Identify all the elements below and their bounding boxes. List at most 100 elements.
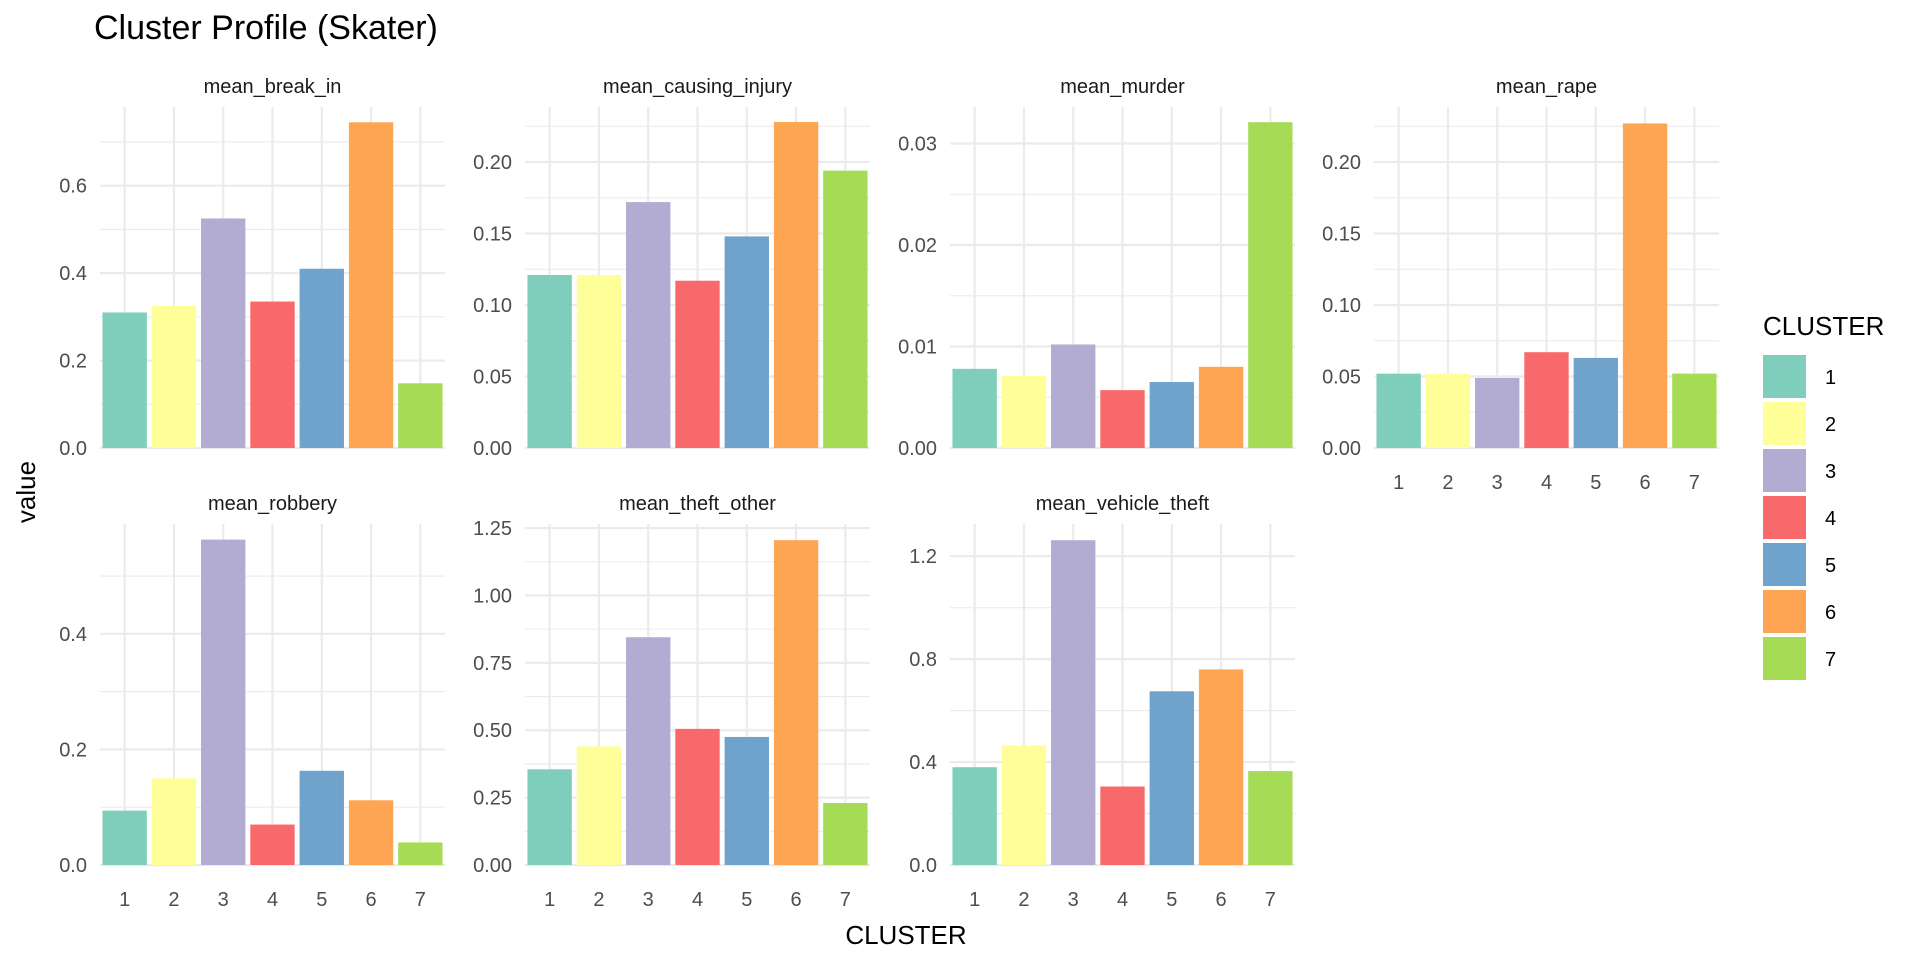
x-tick-label: 7 [1265,889,1276,911]
x-tick-label: 7 [415,889,426,911]
bar-mean_break_in-cluster-6 [348,122,394,449]
x-tick-label: 2 [1018,889,1029,911]
legend-label-3: 3 [1825,461,1836,483]
panel-mean_robbery: mean_robbery 0.0 0.2 0.4 1 2 3 4 5 6 7 [59,493,445,911]
y-tick-label: 0.00 [473,855,512,877]
bar-mean_murder-cluster-6 [1198,366,1244,448]
bar-mean_theft_other-cluster-7 [823,803,868,865]
y-tick-label: 0.4 [59,624,87,646]
bar-mean_rape-cluster-6 [1622,123,1668,448]
y-tick-label: 0.05 [473,367,512,389]
legend-label-5: 5 [1825,555,1836,577]
bar-mean_rape-cluster-2 [1425,373,1471,448]
legend-swatch-1 [1763,355,1806,398]
legend-items: 1 2 3 4 5 6 7 [1763,355,1836,680]
legend-swatch-3 [1763,449,1806,492]
y-tick-label: 0.50 [473,720,512,742]
x-tick-label: 5 [741,889,752,911]
bar-mean_causing_injury-cluster-3 [626,202,671,448]
y-axis-title: value [11,461,41,523]
x-tick-label: 2 [168,889,179,911]
y-tick-label: 0.25 [473,788,512,810]
y-tick-label: 0.03 [898,134,937,156]
panel-mean_causing_injury: mean_causing_injury 0.00 0.05 0.10 0.15 0.20 [473,76,870,460]
bar-mean_vehicle_theft-cluster-1 [952,767,997,865]
y-tick-label: 0.00 [898,438,937,460]
bar-mean_causing_injury-cluster-5 [724,236,769,448]
y-tick-label: 0.05 [1322,367,1361,389]
y-tick-label: 0.10 [473,295,512,317]
x-tick-label: 6 [366,889,377,911]
y-tick-label: 0.2 [59,739,87,761]
x-tick-label: 4 [267,889,278,911]
legend-label-4: 4 [1825,508,1836,530]
y-tick-label: 0.75 [473,653,512,675]
panel-title: mean_rape [1496,76,1597,98]
legend: CLUSTER 1 2 3 4 5 6 7 [1763,311,1884,680]
bar-mean_causing_injury-cluster-7 [823,170,868,448]
x-tick-label: 1 [969,889,980,911]
x-tick-label: 4 [1541,472,1552,494]
legend-swatch-4 [1763,496,1806,539]
panel-title: mean_break_in [204,76,342,98]
panel-title: mean_murder [1060,76,1185,98]
bar-mean_theft_other-cluster-4 [675,728,720,865]
y-tick-label: 0.01 [898,337,937,359]
bar-mean_break_in-cluster-5 [299,268,344,448]
y-tick-label: 0.0 [59,855,87,877]
bar-mean_rape-cluster-3 [1475,377,1520,448]
y-tick-label: 0.15 [473,224,512,246]
bar-mean_murder-cluster-4 [1100,390,1145,448]
bar-mean_vehicle_theft-cluster-7 [1248,771,1293,865]
legend-swatch-6 [1763,590,1806,633]
y-tick-label: 0.4 [59,263,87,285]
panel-title: mean_robbery [208,493,337,515]
y-tick-label: 0.00 [1322,438,1361,460]
x-tick-label: 5 [1590,472,1601,494]
bar-mean_break_in-cluster-7 [398,383,443,448]
chart-title: Cluster Profile (Skater) [94,9,438,47]
panel-mean_murder: mean_murder 0.00 0.01 0.02 0.03 [898,76,1295,460]
legend-label-7: 7 [1825,649,1836,671]
x-tick-label: 3 [1492,472,1503,494]
bar-mean_murder-cluster-3 [1051,344,1096,448]
bar-mean_vehicle_theft-cluster-2 [1001,745,1047,865]
bar-mean_break_in-cluster-4 [250,301,295,448]
y-tick-label: 1.25 [473,518,512,540]
legend-swatch-2 [1763,402,1806,445]
y-tick-label: 0.8 [909,649,937,671]
bar-mean_robbery-cluster-5 [299,770,344,865]
y-tick-label: 0.00 [473,438,512,460]
bar-mean_robbery-cluster-7 [398,842,443,865]
bar-mean_break_in-cluster-2 [151,305,197,448]
bar-mean_vehicle_theft-cluster-6 [1198,669,1244,865]
panel-title: mean_causing_injury [603,76,792,98]
bar-mean_break_in-cluster-1 [102,312,147,448]
x-tick-label: 2 [1442,472,1453,494]
bar-mean_murder-cluster-1 [952,368,997,448]
y-tick-label: 0.15 [1322,224,1361,246]
panel-mean_theft_other: mean_theft_other 0.00 0.25 0.50 0.75 1.00 1.25… [473,493,870,911]
x-tick-label: 6 [1640,472,1651,494]
bar-mean_robbery-cluster-4 [250,824,295,865]
y-tick-label: 1.00 [473,585,512,607]
bar-mean_theft_other-cluster-5 [724,736,769,865]
bar-mean_causing_injury-cluster-1 [527,274,572,448]
legend-title: CLUSTER [1763,311,1884,341]
x-tick-label: 1 [1393,472,1404,494]
x-tick-label: 3 [218,889,229,911]
bar-mean_murder-cluster-5 [1149,382,1194,448]
x-tick-label: 5 [1166,889,1177,911]
x-tick-label: 5 [316,889,327,911]
bar-mean_robbery-cluster-3 [201,539,246,865]
bar-mean_causing_injury-cluster-6 [773,122,819,449]
y-tick-label: 0.0 [59,438,87,460]
legend-label-1: 1 [1825,367,1836,389]
bar-mean_robbery-cluster-2 [151,778,197,865]
bar-mean_break_in-cluster-3 [201,218,246,448]
y-tick-label: 0.6 [59,176,87,198]
x-tick-label: 7 [840,889,851,911]
x-tick-label: 1 [544,889,555,911]
bar-mean_theft_other-cluster-6 [773,540,819,865]
